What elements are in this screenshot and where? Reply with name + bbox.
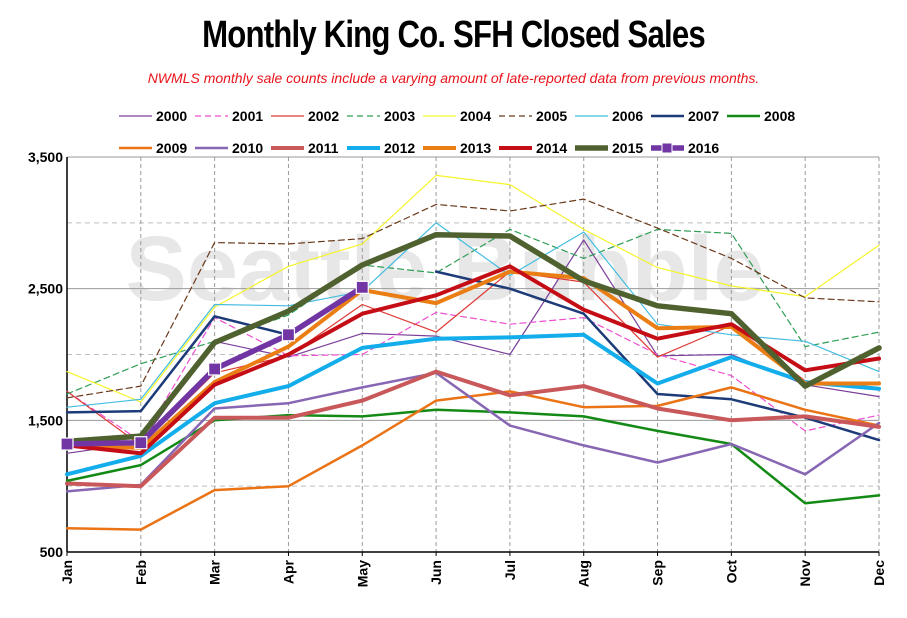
y-tick-label: 3,500 — [28, 149, 63, 165]
legend-label-2001: 2001 — [232, 108, 263, 124]
series-line-2003 — [66, 228, 880, 395]
x-tick-label: Sep — [650, 560, 666, 586]
legend-label-2015: 2015 — [612, 140, 643, 156]
x-tick-label: Apr — [280, 559, 296, 584]
legend-label-2000: 2000 — [156, 108, 187, 124]
data-point-2016 — [281, 328, 296, 342]
series-line-2004 — [66, 174, 880, 403]
legend-marker-2016 — [661, 142, 673, 154]
gridlines — [67, 156, 880, 553]
legend-label-2008: 2008 — [764, 108, 795, 124]
data-point-2016 — [60, 437, 74, 451]
legend-label-2002: 2002 — [308, 108, 339, 124]
series-line-2010 — [65, 371, 881, 493]
axes: 500 1,500 2,500 3,500 Jan Feb Mar Apr May Jun Jul A… — [28, 149, 887, 587]
series-line-2009 — [65, 386, 881, 531]
legend-label-2007: 2007 — [688, 108, 719, 124]
legend-label-2013: 2013 — [460, 140, 491, 156]
series-lines — [60, 174, 882, 531]
series-line-2005 — [66, 198, 880, 399]
legend-label-2006: 2006 — [612, 108, 643, 124]
series-line-2012 — [65, 332, 881, 477]
x-tick-label: Oct — [723, 560, 739, 584]
y-tick-label: 500 — [40, 544, 64, 560]
legend-label-2004: 2004 — [460, 108, 491, 124]
legend: 2000 2001 2002 2003 2004 2005 2006 2007 2008 2009… — [119, 108, 795, 156]
data-point-2016 — [134, 436, 148, 450]
series-line-2015 — [64, 231, 882, 445]
series-line-2014 — [65, 264, 881, 456]
legend-label-2011: 2011 — [308, 140, 339, 156]
y-tick-label: 1,500 — [28, 412, 63, 428]
legend-label-2003: 2003 — [384, 108, 415, 124]
legend-label-2005: 2005 — [536, 108, 567, 124]
data-point-2016 — [208, 362, 222, 376]
x-tick-label: Jul — [502, 560, 518, 580]
chart-title: Monthly King Co. SFH Closed Sales — [202, 14, 706, 56]
legend-label-2012: 2012 — [384, 140, 415, 156]
chart-subtitle: NWMLS monthly sale counts include a vary… — [147, 70, 760, 86]
legend-label-2010: 2010 — [232, 140, 263, 156]
series-line-2011 — [65, 369, 881, 489]
x-tick-label: Jun — [428, 560, 444, 585]
legend-label-2014: 2014 — [536, 140, 567, 156]
x-tick-label: Dec — [871, 560, 887, 586]
data-point-2016 — [355, 280, 369, 294]
series-line-2013 — [65, 269, 881, 450]
y-tick-label: 2,500 — [28, 281, 63, 297]
x-tick-label: Mar — [207, 559, 223, 584]
x-tick-label: Aug — [576, 560, 592, 587]
x-tick-label: Jan — [59, 560, 75, 584]
x-tick-label: Nov — [797, 560, 813, 587]
x-tick-label: Feb — [133, 560, 149, 585]
legend-label-2009: 2009 — [156, 140, 187, 156]
series-line-2001 — [66, 311, 880, 442]
x-tick-label: May — [354, 560, 370, 587]
legend-label-2016: 2016 — [688, 140, 719, 156]
